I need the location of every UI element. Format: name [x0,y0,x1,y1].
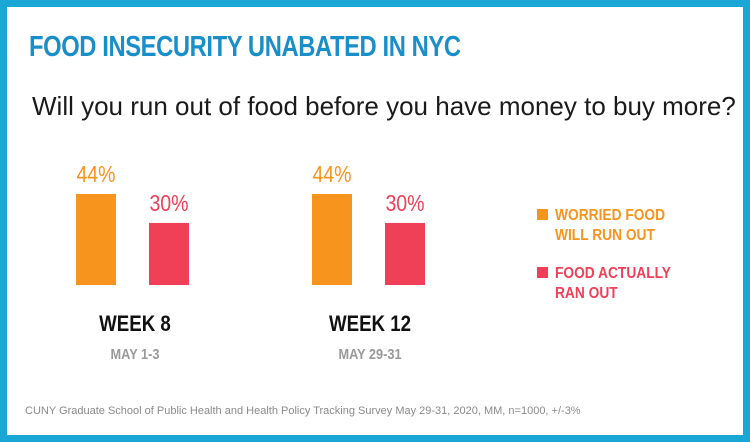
legend-label-worried-line2: WILL RUN OUT [555,227,655,244]
data-label-week-8-series-0: 44% [76,162,115,188]
category-label-week-12: WEEK 12 [328,311,412,336]
legend-label-ran-out-line1: FOOD ACTUALLY [555,265,671,282]
bar-week-12-series-1 [385,222,425,285]
bar-week-8-series-1 [149,222,189,285]
data-label-week-12-series-1: 30% [385,190,424,216]
data-label-week-8-series-1: 30% [149,190,188,216]
legend-label-worried-line1: WORRIED FOOD [555,207,666,224]
legend-label-ran-out: FOOD ACTUALLY RAN OUT [555,264,675,304]
category-date-week-8: MAY 1-3 [110,346,160,363]
legend-swatch-ran-out [537,267,548,278]
data-label-week-12-series-0: 44% [312,162,351,188]
chart-subtitle: Will you run out of food before you have… [32,91,736,121]
page-title: FOOD INSECURITY UNABATED IN NYC [29,31,461,63]
bar-week-12-series-0 [312,194,352,285]
category-label-week-8: WEEK 8 [99,311,171,336]
legend-label-worried: WORRIED FOOD WILL RUN OUT [555,206,675,246]
legend-swatch-worried [537,209,548,220]
legend-label-ran-out-line2: RAN OUT [555,285,618,302]
category-date-week-12: MAY 29-31 [338,346,402,363]
source-note: CUNY Graduate School of Public Health an… [25,405,581,417]
bar-week-8-series-0 [76,194,116,285]
